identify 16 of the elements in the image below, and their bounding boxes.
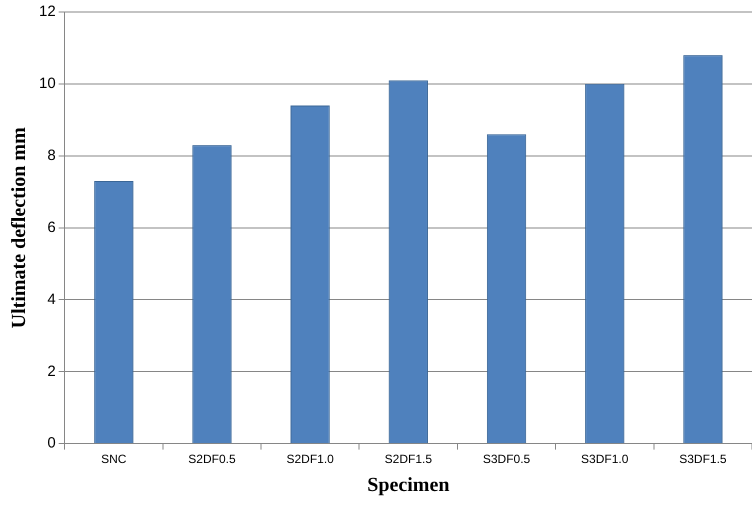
y-tick-label: 6: [47, 218, 56, 236]
x-tick-label: S3DF1.5: [679, 452, 727, 466]
y-tick-label: 10: [38, 75, 56, 92]
x-tick-label: SNC: [101, 452, 127, 466]
y-tick-label: 12: [38, 3, 56, 20]
y-tick-label: 2: [47, 362, 56, 380]
y-tick-label: 8: [47, 147, 56, 164]
x-tick-label: S3DF0.5: [482, 452, 531, 466]
y-tick-label: 4: [47, 290, 56, 308]
x-tick-label: S2DF1.0: [286, 452, 334, 466]
y-axis-title: Ultimate deflection mm: [8, 126, 30, 328]
x-tick-label: S2DF1.5: [384, 452, 432, 466]
x-axis-title: Specimen: [367, 474, 450, 496]
x-tick-label: S3DF1.0: [581, 452, 629, 466]
y-tick-label: 0: [47, 434, 56, 452]
x-tick-label: S2DF0.5: [188, 452, 236, 466]
